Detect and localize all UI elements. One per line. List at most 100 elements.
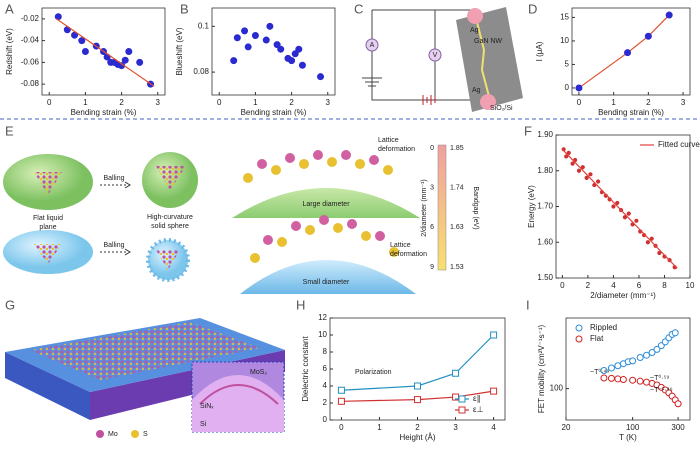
plot-frame xyxy=(555,134,691,279)
battery xyxy=(422,95,436,105)
arrow xyxy=(100,184,128,253)
y-tick-label: 1.60 xyxy=(537,237,553,246)
point xyxy=(636,377,644,385)
y-tick-label: 1.90 xyxy=(537,130,553,139)
y-tick-label: 1.80 xyxy=(537,166,553,175)
arrowhead xyxy=(124,181,131,256)
point xyxy=(136,58,144,66)
panel-label: D xyxy=(528,1,537,16)
colorbar-tick-label: 1.85 xyxy=(450,145,464,152)
point xyxy=(564,154,569,159)
point xyxy=(634,218,639,223)
point xyxy=(622,215,628,220)
point xyxy=(262,36,270,44)
point xyxy=(337,397,345,405)
y-tick-label: 1.70 xyxy=(537,202,553,211)
legend-label: ε⊥ xyxy=(473,405,484,414)
point xyxy=(266,22,274,30)
point xyxy=(575,84,583,92)
point xyxy=(233,34,241,42)
flake xyxy=(156,166,186,190)
series-line xyxy=(341,334,495,391)
point xyxy=(611,204,616,209)
panel-g: G MoS₂ SiNₓ Si Mo S xyxy=(5,297,285,438)
point xyxy=(615,200,620,206)
label: SiNₓ xyxy=(200,403,214,410)
lattice xyxy=(243,150,399,263)
x-tick-label: 100 xyxy=(626,423,640,432)
y-axis-label: Energy (eV) xyxy=(527,185,536,228)
point xyxy=(636,353,644,361)
series-line xyxy=(561,148,678,269)
legend-label: Flat xyxy=(590,334,604,343)
point xyxy=(317,73,325,81)
point xyxy=(584,175,589,180)
legend-swatch xyxy=(458,406,466,414)
point xyxy=(54,13,62,21)
colorbar-tick-label: 3 xyxy=(430,185,434,192)
point xyxy=(580,165,585,170)
x-axis-label: Bending strain (%) xyxy=(598,108,664,117)
colorbar-tick-label: 1.53 xyxy=(450,264,464,271)
label: Balling xyxy=(103,175,124,182)
annotation: Polarization xyxy=(355,369,392,376)
series-line xyxy=(56,18,155,87)
y-tick-label: 0.08 xyxy=(193,67,209,76)
y-tick-label: 0 xyxy=(565,83,570,92)
large-hill xyxy=(232,188,420,218)
panel-label: C xyxy=(354,1,363,16)
point xyxy=(649,236,654,241)
point xyxy=(629,376,637,384)
x-tick-label: 6 xyxy=(637,281,642,290)
point xyxy=(600,374,608,382)
x-tick-label: 1 xyxy=(377,423,382,432)
label: Balling xyxy=(103,242,124,249)
label: deformation xyxy=(390,251,427,258)
point xyxy=(607,374,615,382)
point xyxy=(592,182,597,188)
point xyxy=(674,400,682,408)
x-tick-label: 4 xyxy=(611,281,616,290)
y-tick-label: 10 xyxy=(318,330,327,339)
inset-layer xyxy=(192,375,284,432)
slab-side xyxy=(5,352,90,420)
label: Ag xyxy=(472,87,481,94)
label: Large diameter xyxy=(302,201,350,208)
x-tick-label: 3 xyxy=(326,98,331,107)
point xyxy=(626,211,631,216)
x-tick-label: 2 xyxy=(586,281,591,290)
colorbar-tick-label: 1.63 xyxy=(450,224,464,231)
small-hill xyxy=(240,260,416,294)
panel-e: E Flat liquid plane Balling Balling High… xyxy=(3,123,479,294)
x-axis-label: 2/diameter (mm⁻¹) xyxy=(590,291,656,300)
legend-swatch xyxy=(575,335,583,343)
y-axis-label: FET mobility (cm²V⁻¹s⁻¹) xyxy=(537,325,546,414)
label: High-curvature xyxy=(147,214,193,221)
label: deformation xyxy=(378,146,415,153)
point xyxy=(671,329,679,337)
x-tick-label: 1 xyxy=(253,98,258,107)
y-tick-label: 12 xyxy=(318,313,327,322)
plot-frame xyxy=(41,7,166,96)
legend-label: S xyxy=(143,431,148,438)
label: Si xyxy=(200,421,207,428)
point xyxy=(125,48,133,55)
panel-label: B xyxy=(180,1,189,16)
x-tick-label: 1 xyxy=(83,98,88,107)
legend-label: Mo xyxy=(108,431,118,438)
y-axis-label: Redshift (eV) xyxy=(5,28,14,75)
y-axis-label: Dielectric constant xyxy=(301,336,310,402)
x-tick-label: 0 xyxy=(339,423,344,432)
flake xyxy=(34,172,62,195)
point xyxy=(71,31,79,39)
point xyxy=(645,240,650,245)
point xyxy=(648,348,656,356)
y-tick-label: 4 xyxy=(323,381,328,390)
panel-label: I xyxy=(526,297,530,312)
colorbar-label: 2/diameter (mm⁻¹) xyxy=(421,179,428,236)
colorbar-tick-label: 0 xyxy=(430,145,434,152)
legend-label: Fitted curve xyxy=(658,140,700,149)
x-axis-label: Bending strain (%) xyxy=(71,108,137,117)
point xyxy=(653,345,661,353)
